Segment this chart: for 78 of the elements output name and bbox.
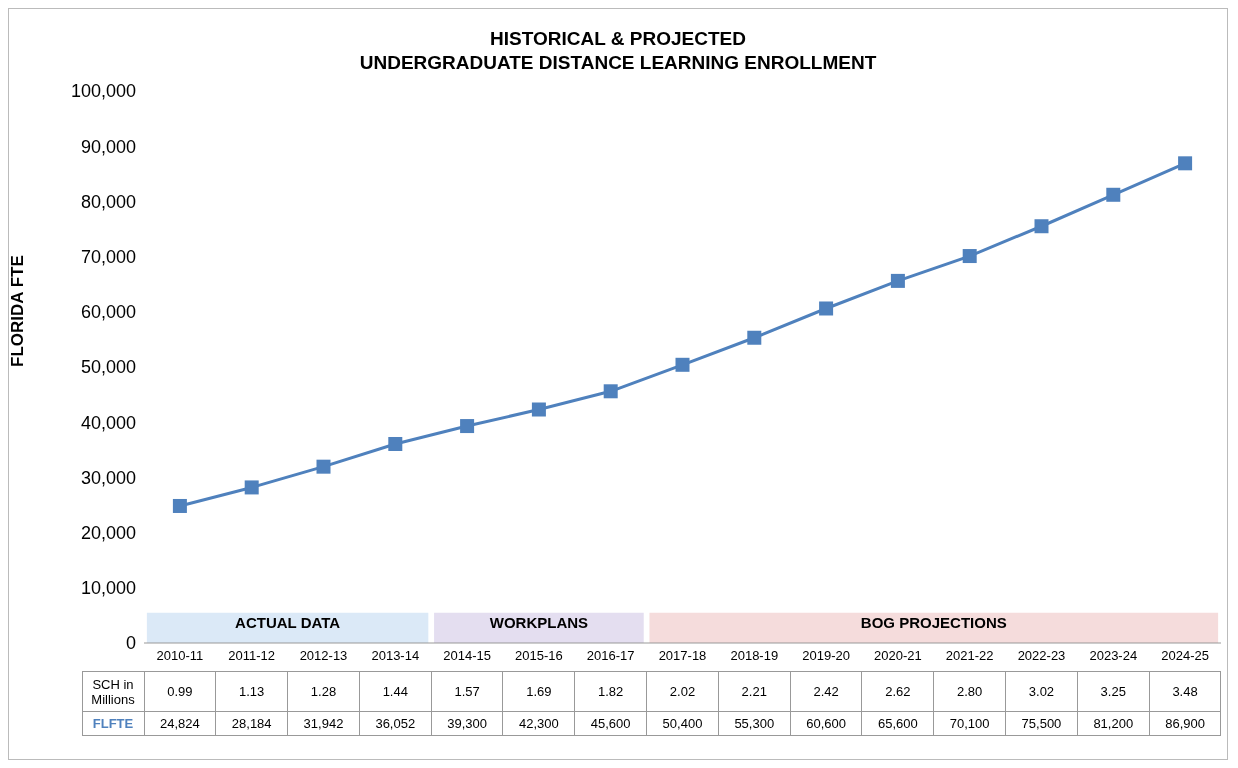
y-tick-label: 80,000 [80,191,136,212]
point [172,498,187,513]
point [1178,156,1193,171]
x-tick-label: 2024-25 [1161,648,1209,664]
y-tick-label: 40,000 [80,412,136,433]
y-tick-label: 20,000 [80,522,136,543]
x-tick-label: 2012-13 [299,648,348,664]
x-tick-label: 2010-11 [156,648,204,664]
data-label: 31,942 [287,711,360,736]
point [962,249,977,264]
y-tick-label: 90,000 [80,136,136,157]
x-tick-label: 2015-16 [515,648,563,664]
text: 1.13 [215,671,288,712]
x-tick-label: 2011-12 [228,648,276,664]
data-label: 39,300 [431,711,503,736]
point [603,384,618,399]
point [819,301,834,316]
y-tick-label: 0 [125,633,136,654]
text: 1.57 [431,671,503,712]
text: 2.62 [861,671,934,712]
text: 3.25 [1077,671,1150,712]
point [316,459,331,474]
x-tick-label: 2021-22 [945,648,994,664]
point [460,419,475,434]
text: FLFTE [82,711,144,736]
point [747,330,762,345]
data-label: 45,600 [574,711,647,736]
x-tick-label: 2023-24 [1089,648,1138,664]
data-label: 42,300 [502,711,575,736]
data-label: 70,100 [933,711,1006,736]
data-label: 60,600 [790,711,862,736]
point [1034,219,1049,234]
text: 2.80 [933,671,1006,712]
x-tick-label: 2022-23 [1017,648,1066,664]
data-label: 55,300 [718,711,791,736]
x-tick-label: 2017-18 [658,648,707,664]
data-label: 36,052 [359,711,432,736]
data-label: 24,824 [144,711,216,736]
data-label: 81,200 [1077,711,1150,736]
band-label: ACTUAL DATA [235,614,341,632]
y-tick-label: 30,000 [80,467,136,488]
text: 2.02 [646,671,719,712]
text: 3.48 [1149,671,1221,712]
text: 1.82 [574,671,647,712]
band-label: WORKPLANS [489,614,589,632]
y-tick-label: 70,000 [80,246,136,267]
point [388,436,403,451]
text: 2.42 [790,671,862,712]
x-tick-label: 2013-14 [371,648,420,664]
x-tick-label: 2018-19 [730,648,779,664]
x-tick-label: 2019-20 [802,648,850,664]
point [1106,187,1121,202]
text: 1.69 [502,671,575,712]
text: 2.21 [718,671,791,712]
point [890,273,905,288]
data-label: 65,600 [861,711,934,736]
text: 3.02 [1005,671,1078,712]
text: SCH in Millions [82,671,144,712]
x-tick-label: 2014-15 [443,648,491,664]
y-tick-label: 50,000 [80,357,136,378]
y-tick-label: 60,000 [80,302,136,323]
text: 1.44 [359,671,432,712]
x-tick-label: 2016-17 [586,648,635,664]
y-tick-label: 100,000 [70,81,136,102]
y-axis-title: FLORIDA FTE [8,255,28,367]
point [531,402,546,417]
data-label: 75,500 [1005,711,1078,736]
point [244,480,259,495]
point [675,357,690,372]
chart-title: HISTORICAL & PROJECTED UNDERGRADUATE DISTANCE LEARNING ENROLLMENT [358,27,878,75]
text: 1.28 [287,671,360,712]
data-label: 86,900 [1149,711,1221,736]
data-label: 28,184 [215,711,288,736]
x-tick-label: 2020-21 [874,648,922,664]
y-tick-label: 10,000 [80,578,136,599]
band-label: BOG PROJECTIONS [860,614,1007,632]
data-label: 50,400 [646,711,719,736]
text: 0.99 [144,671,216,712]
